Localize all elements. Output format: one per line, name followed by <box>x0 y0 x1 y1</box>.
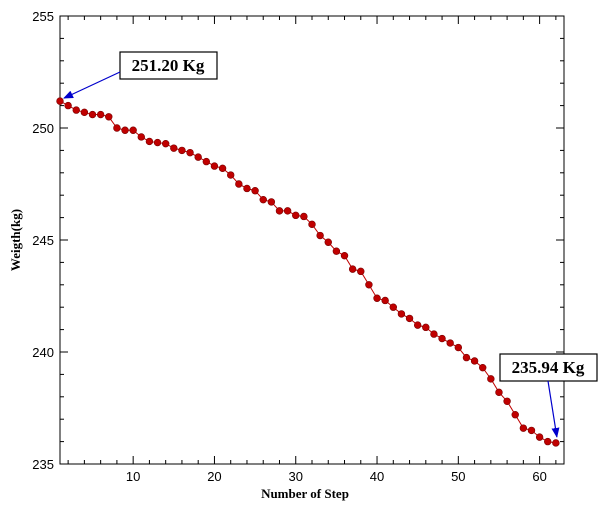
data-point <box>357 267 365 276</box>
x-tick-label: 10 <box>126 469 140 484</box>
annotation-arrow-start <box>63 71 121 99</box>
data-point <box>72 106 80 114</box>
data-point <box>178 146 186 155</box>
data-point <box>535 433 544 441</box>
data-point <box>470 357 479 365</box>
annotation-label-start: 251.20 Kg <box>132 56 205 75</box>
x-tick-label: 30 <box>289 469 303 484</box>
data-point <box>308 220 316 229</box>
data-point <box>479 363 487 372</box>
data-point <box>251 187 259 195</box>
data-point <box>56 97 64 105</box>
data-point <box>137 133 145 141</box>
data-point <box>170 144 178 152</box>
data-point <box>381 296 389 305</box>
data-point <box>503 397 511 405</box>
data-point <box>527 426 536 435</box>
plot-frame <box>59 15 565 465</box>
series-polyline <box>59 100 556 444</box>
data-point <box>511 411 519 419</box>
ticks: 10 20 30 40 50 60 235 240 245 250 255 <box>32 9 564 484</box>
data-point <box>243 184 251 193</box>
annotation-label-end: 235.94 Kg <box>512 358 585 377</box>
data-point <box>275 207 284 215</box>
y-axis-title: Weigth(kg) <box>8 209 23 271</box>
data-point <box>129 126 137 134</box>
data-point <box>267 198 276 206</box>
data-points <box>56 97 560 447</box>
y-tick-label: 235 <box>32 457 54 472</box>
data-point <box>389 303 397 311</box>
data-point <box>340 251 349 260</box>
data-point <box>113 124 121 132</box>
x-tick-label: 40 <box>370 469 384 484</box>
data-point <box>194 153 202 161</box>
series-line <box>59 100 556 444</box>
data-point <box>413 321 422 329</box>
y-tick-label: 250 <box>32 121 54 136</box>
data-point <box>218 164 227 173</box>
data-point <box>422 323 430 332</box>
x-axis-title: Number of Step <box>261 486 349 501</box>
x-tick-label: 60 <box>532 469 546 484</box>
data-point <box>544 437 552 446</box>
data-point <box>519 424 528 432</box>
data-point <box>153 138 162 147</box>
y-tick-label: 245 <box>32 233 54 248</box>
axes <box>59 15 565 465</box>
x-tick-label: 50 <box>451 469 465 484</box>
data-point <box>454 343 463 352</box>
annotations: 251.20 Kg 235.94 Kg <box>63 51 598 438</box>
data-point <box>105 113 113 121</box>
data-point <box>300 212 308 221</box>
data-point <box>487 375 495 383</box>
data-point <box>348 265 357 273</box>
data-point <box>446 339 454 347</box>
data-point <box>283 207 292 215</box>
data-point <box>186 148 194 157</box>
data-point <box>80 108 89 117</box>
y-tick-label: 240 <box>32 345 54 360</box>
x-tick-label: 20 <box>207 469 221 484</box>
data-point <box>88 110 97 119</box>
data-point <box>397 310 406 318</box>
data-point <box>332 247 341 255</box>
data-point <box>462 353 471 362</box>
data-point <box>145 137 154 146</box>
data-point <box>235 180 243 188</box>
data-point <box>161 139 170 148</box>
data-point <box>495 388 503 397</box>
annotation-arrow-end <box>547 380 560 438</box>
data-point <box>438 334 446 343</box>
data-point <box>316 231 324 240</box>
data-point <box>365 281 373 289</box>
data-point <box>552 439 560 447</box>
data-point <box>64 101 72 110</box>
data-point <box>373 294 381 302</box>
annotation-box-start <box>119 51 218 80</box>
data-point <box>227 171 235 179</box>
y-tick-label: 255 <box>32 9 54 24</box>
data-point <box>324 238 332 246</box>
data-point <box>202 157 211 166</box>
data-point <box>405 314 414 323</box>
data-point <box>210 162 219 170</box>
data-point <box>121 126 129 134</box>
data-point <box>96 110 105 119</box>
data-point <box>259 195 267 204</box>
data-point <box>292 211 300 220</box>
data-point <box>430 330 438 338</box>
